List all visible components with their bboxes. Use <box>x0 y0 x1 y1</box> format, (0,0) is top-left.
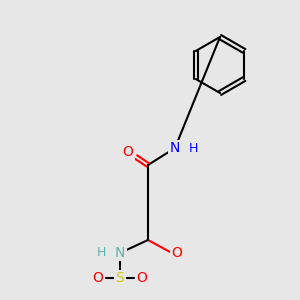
Text: O: O <box>123 145 134 159</box>
Text: O: O <box>172 246 182 260</box>
Text: H: H <box>189 142 198 154</box>
Text: N: N <box>170 141 180 155</box>
Text: O: O <box>93 271 104 285</box>
Text: S: S <box>116 271 124 285</box>
Text: H: H <box>97 247 106 260</box>
Text: N: N <box>115 246 125 260</box>
Text: O: O <box>136 271 147 285</box>
